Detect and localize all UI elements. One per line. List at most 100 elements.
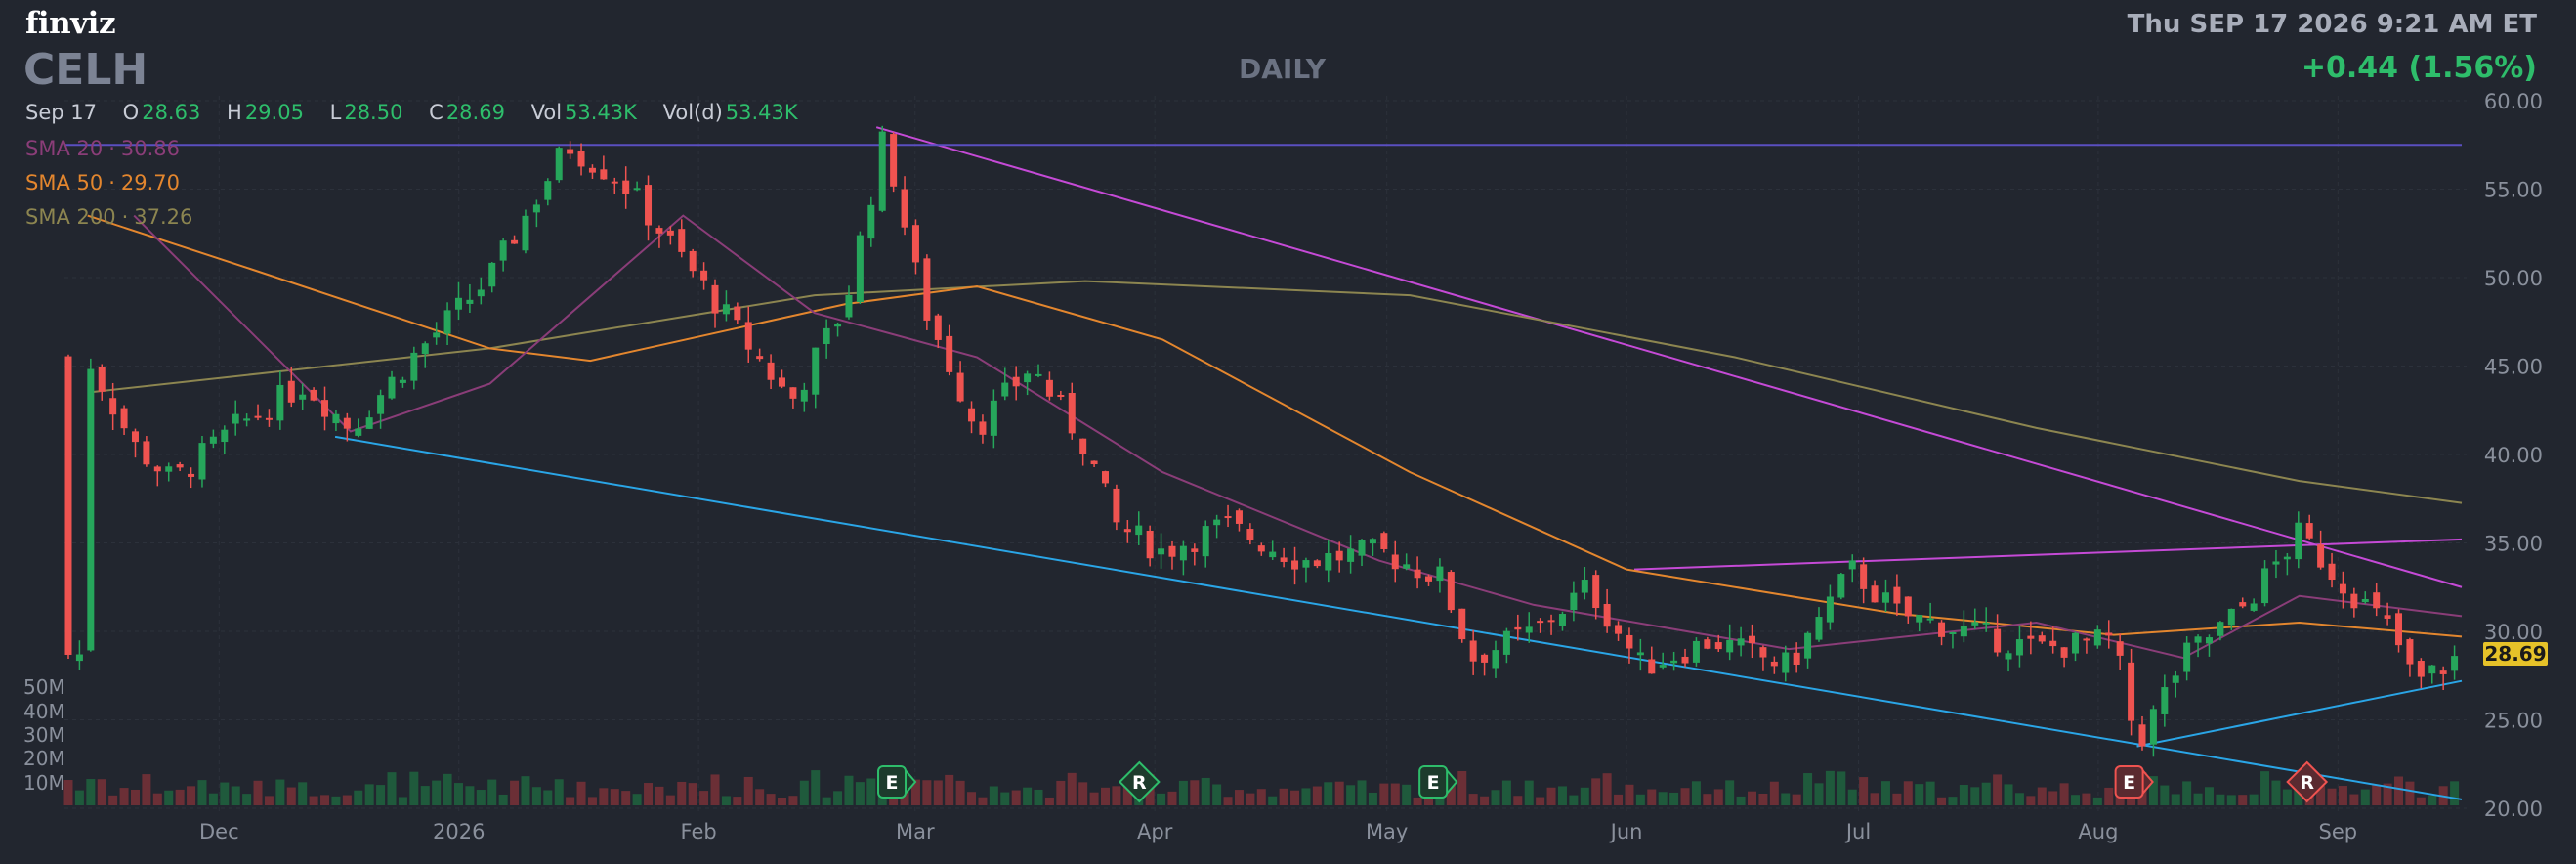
candle-body xyxy=(2116,641,2124,656)
candle xyxy=(2428,665,2436,684)
volume-bar xyxy=(1201,777,1210,805)
volume-tick-label: 50M xyxy=(23,675,65,699)
trendline-rising-support xyxy=(2136,679,2463,748)
ohlc-volume-label: Vol xyxy=(530,101,563,124)
candle xyxy=(287,367,295,408)
volume-bar xyxy=(2260,771,2270,805)
volume-bar xyxy=(1781,793,1791,805)
volume-bar xyxy=(1178,780,1188,805)
candle xyxy=(232,400,239,436)
candle-body xyxy=(823,327,830,344)
event-marker-E[interactable]: E xyxy=(1418,765,1458,799)
candle xyxy=(87,358,95,652)
volume-bar xyxy=(197,780,207,805)
candle-body xyxy=(1837,574,1845,598)
event-marker-E[interactable]: E xyxy=(877,765,917,799)
candle xyxy=(845,285,853,320)
candle xyxy=(600,155,608,180)
candle-body xyxy=(567,149,574,154)
ohlc-close-label: C xyxy=(429,101,443,124)
volume-bar xyxy=(1089,792,1099,805)
candle-body xyxy=(265,417,273,420)
volume-bar xyxy=(2416,797,2426,805)
candle xyxy=(265,409,273,427)
candle xyxy=(1848,554,1856,583)
y-tick-label: 55.00 xyxy=(2484,179,2543,202)
candle xyxy=(1481,653,1489,676)
volume-bar xyxy=(1981,782,1991,805)
candle-body xyxy=(421,343,429,355)
volume-bar xyxy=(1602,773,1612,805)
candle-body xyxy=(1101,471,1109,484)
candle-body xyxy=(1235,510,1243,524)
event-marker-R[interactable]: R xyxy=(1118,760,1161,803)
timeframe-label[interactable]: DAILY xyxy=(1239,53,1327,85)
sma50-legend[interactable]: SMA 50 · 29.70 xyxy=(25,171,180,194)
candle xyxy=(901,176,908,236)
sma20-legend[interactable]: SMA 20 · 30.86 xyxy=(25,137,180,160)
candle-body xyxy=(2250,603,2258,611)
candle-body xyxy=(153,466,161,472)
candle xyxy=(2406,637,2414,677)
candle-body xyxy=(1704,639,1711,649)
candle xyxy=(1916,614,1923,632)
candle-body xyxy=(1358,540,1366,556)
candle xyxy=(2205,634,2213,657)
volume-bar xyxy=(1635,794,1645,805)
candle xyxy=(1146,525,1154,567)
volume-bar xyxy=(2394,776,2404,805)
candle xyxy=(1537,618,1544,633)
candle-body xyxy=(254,415,262,418)
candle xyxy=(990,389,997,449)
candle xyxy=(1135,511,1143,545)
event-marker-E[interactable]: E xyxy=(2114,765,2154,799)
volume-bar xyxy=(1725,780,1735,805)
sma200-label: SMA 200 xyxy=(25,205,116,229)
volume-bar xyxy=(443,773,452,805)
volume-bar xyxy=(1301,788,1311,805)
candle xyxy=(1525,612,1533,643)
volume-bar xyxy=(1925,781,1935,805)
volume-bar xyxy=(978,797,988,805)
candle xyxy=(1615,621,1623,641)
candle-body xyxy=(979,421,987,435)
candle xyxy=(2183,636,2191,681)
candle-body xyxy=(1458,608,1466,640)
candle-body xyxy=(1391,554,1399,570)
candle xyxy=(388,370,396,400)
candle-body xyxy=(1971,622,1979,626)
x-tick-label: 2026 xyxy=(433,820,485,843)
candle-body xyxy=(1547,620,1555,623)
candle xyxy=(1626,627,1633,664)
candle-body xyxy=(2406,639,2414,665)
volume-bar xyxy=(1847,789,1857,805)
candle xyxy=(488,262,496,293)
candle-body xyxy=(2015,639,2023,656)
candle-body xyxy=(2373,592,2381,609)
volume-bar xyxy=(621,791,631,805)
finviz-logo[interactable]: finviz xyxy=(25,6,116,41)
candle-body xyxy=(399,379,406,383)
volume-bar xyxy=(1491,790,1500,805)
candle xyxy=(800,382,808,412)
candle-body xyxy=(488,262,496,287)
candle-body xyxy=(1425,576,1433,582)
candle xyxy=(511,235,519,244)
volume-bar xyxy=(833,791,843,805)
volume-bar xyxy=(354,790,363,805)
volume-bar xyxy=(1736,796,1746,805)
candle-body xyxy=(1502,630,1510,655)
volume-bar xyxy=(2372,785,2382,805)
event-marker-R[interactable]: R xyxy=(2286,760,2329,803)
volume-bar xyxy=(2059,783,2069,805)
candle-body xyxy=(310,389,317,401)
separator-dot: · xyxy=(121,205,129,229)
ohlc-date: Sep 17 xyxy=(25,101,97,124)
candle-body xyxy=(1558,614,1566,626)
volume-bar xyxy=(688,783,697,805)
volume-bar xyxy=(721,796,731,805)
sma200-legend[interactable]: SMA 200 · 37.26 xyxy=(25,205,192,229)
candle-body xyxy=(355,428,362,436)
volume-bar xyxy=(945,774,954,805)
candle-body xyxy=(1369,539,1376,544)
